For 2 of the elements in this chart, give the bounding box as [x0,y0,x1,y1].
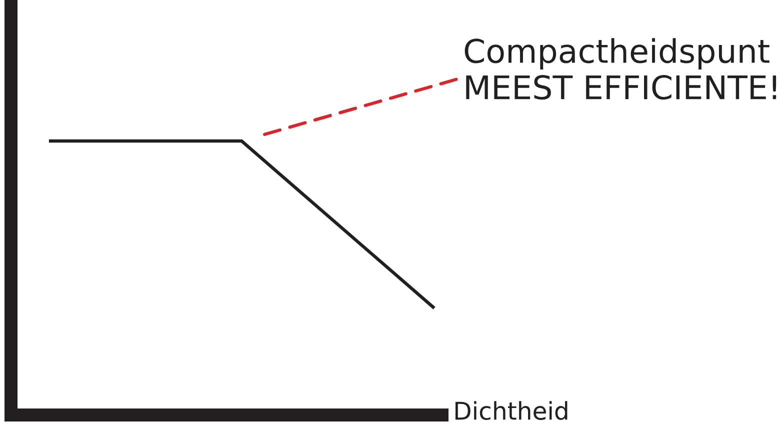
text: Compactheidspunt MEEST EFFICIENTE! [464,38,776,100]
x-axis-title: Dichtheid [455,401,568,420]
